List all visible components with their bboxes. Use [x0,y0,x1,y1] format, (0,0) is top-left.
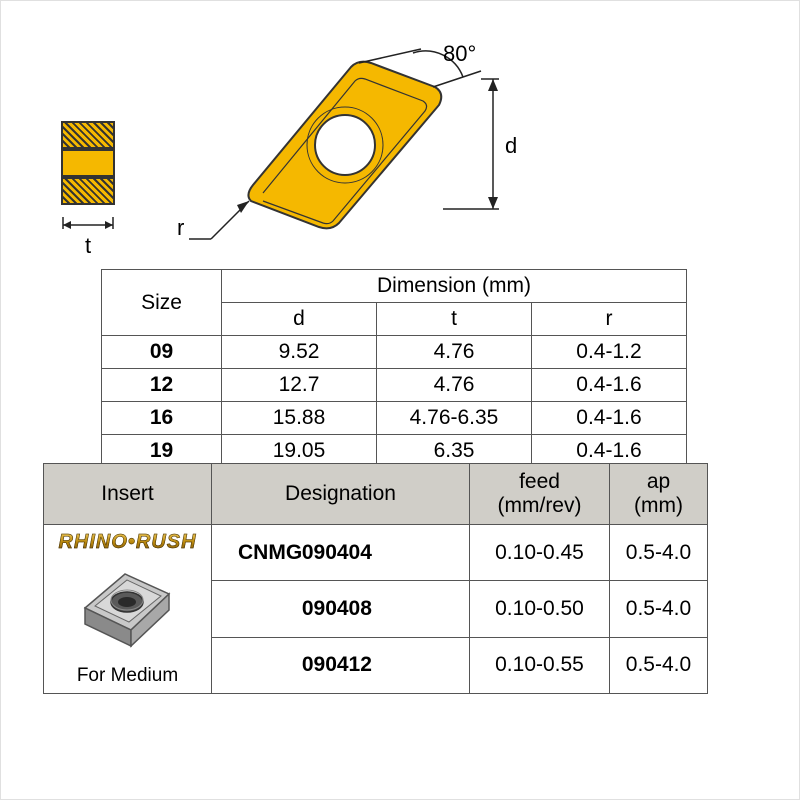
t-dimension: t [59,217,117,259]
table-row: 16 15.88 4.76-6.35 0.4-1.6 [102,402,687,435]
designation-cell: 090412 [212,637,470,693]
side-rect-top [61,121,115,149]
table-row: 12 12.7 4.76 0.4-1.6 [102,369,687,402]
designation-header: Designation [212,464,470,525]
side-rect-bot [61,177,115,205]
designation-cell: CNMG 090404 [212,525,470,581]
insert-3d-icon [54,560,201,661]
feed-header: feed (mm/rev) [470,464,610,525]
sub-header-r: r [532,303,687,336]
page-container: t [0,0,800,800]
brand-logo: RHINO•RUSH [54,531,201,554]
ap-header: ap (mm) [610,464,708,525]
table-row: RHINO•RUSH For Medium [44,525,708,581]
angle-text: 80° [443,41,476,67]
insert-table: Insert Designation feed (mm/rev) ap (mm)… [43,463,708,694]
designation-cell: 090408 [212,581,470,637]
d-text: d [505,133,517,159]
top-view-diagram: 80° d r [181,41,461,251]
size-dimension-table: Size Dimension (mm) d t r 09 9.52 4.76 0… [101,269,687,468]
insert-caption: For Medium [54,665,201,687]
side-rect-mid [61,149,115,177]
dimension-header: Dimension (mm) [222,270,687,303]
size-header: Size [102,270,222,336]
diagram-area: t [61,31,621,261]
table-row: 09 9.52 4.76 0.4-1.2 [102,336,687,369]
sub-header-t: t [377,303,532,336]
sub-header-d: d [222,303,377,336]
t-label: t [59,233,117,259]
r-text: r [177,215,184,241]
insert-cell: RHINO•RUSH For Medium [44,525,212,694]
insert-header: Insert [44,464,212,525]
side-view-diagram: t [61,121,115,211]
